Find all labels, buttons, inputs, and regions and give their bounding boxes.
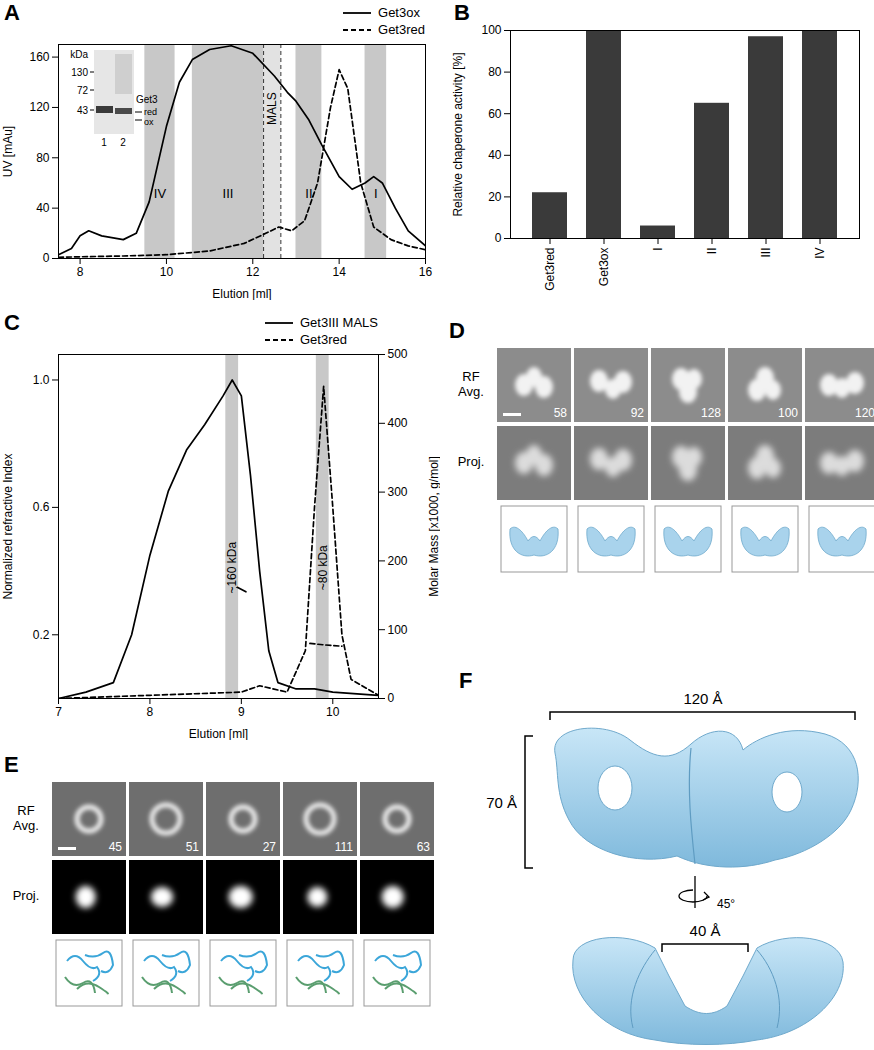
svg-text:40: 40 <box>488 148 502 162</box>
svg-text:Avg.: Avg. <box>13 818 39 833</box>
svg-text:Proj.: Proj. <box>458 454 485 469</box>
svg-text:60: 60 <box>488 107 502 121</box>
svg-text:ox: ox <box>144 117 154 127</box>
svg-text:10: 10 <box>326 705 340 719</box>
svg-text:45: 45 <box>109 840 123 854</box>
svg-text:IV: IV <box>813 248 827 259</box>
svg-text:63: 63 <box>417 840 431 854</box>
svg-text:IV: IV <box>154 186 167 201</box>
svg-text:RF: RF <box>462 369 479 384</box>
html-text:Get3red: Get3red <box>300 332 347 347</box>
html-text:Get3ox: Get3ox <box>378 5 420 20</box>
svg-text:128: 128 <box>701 406 721 420</box>
svg-text:27: 27 <box>263 840 277 854</box>
svg-text:45°: 45° <box>717 897 735 911</box>
svg-text:100: 100 <box>778 406 798 420</box>
svg-text:Molar Mass [x1000, g/mol]: Molar Mass [x1000, g/mol] <box>427 456 441 597</box>
svg-text:F: F <box>459 668 472 693</box>
svg-text:200: 200 <box>388 554 408 568</box>
svg-text:Get3: Get3 <box>136 94 158 105</box>
svg-text:UV [mAu]: UV [mAu] <box>1 126 15 177</box>
svg-text:I: I <box>651 248 665 251</box>
svg-text:kDa: kDa <box>70 49 88 60</box>
svg-text:58: 58 <box>554 406 568 420</box>
svg-text:Normalized refractive Index: Normalized refractive Index <box>1 453 15 599</box>
svg-text:40: 40 <box>36 201 50 215</box>
svg-text:20: 20 <box>488 190 502 204</box>
svg-text:II: II <box>705 248 719 255</box>
svg-text:8: 8 <box>147 705 154 719</box>
html-text:C: C <box>4 310 20 335</box>
svg-text:80: 80 <box>36 151 50 165</box>
svg-text:400: 400 <box>388 416 408 430</box>
svg-text:120: 120 <box>29 100 49 114</box>
svg-text:0.2: 0.2 <box>33 628 50 642</box>
svg-text:43: 43 <box>77 105 89 116</box>
svg-text:2: 2 <box>120 137 126 148</box>
svg-text:16: 16 <box>419 265 433 279</box>
html-text:Get3III MALS: Get3III MALS <box>300 315 378 330</box>
svg-text:Elution [ml]: Elution [ml] <box>189 727 248 741</box>
svg-text:red: red <box>144 107 157 117</box>
svg-text:72: 72 <box>77 85 89 96</box>
svg-text:51: 51 <box>186 840 200 854</box>
svg-text:Get3ox: Get3ox <box>597 248 611 287</box>
svg-text:Proj.: Proj. <box>13 888 40 903</box>
svg-text:Relative chaperone activity [%: Relative chaperone activity [%] <box>451 52 465 216</box>
html-text:Get3red: Get3red <box>378 22 425 37</box>
svg-text:II: II <box>305 186 312 201</box>
svg-text:7: 7 <box>55 705 62 719</box>
svg-text:III: III <box>223 186 234 201</box>
svg-text:130: 130 <box>71 67 88 78</box>
svg-text:0: 0 <box>43 251 50 265</box>
svg-text:Avg.: Avg. <box>458 384 484 399</box>
svg-text:10: 10 <box>160 265 174 279</box>
svg-text:E: E <box>4 752 19 777</box>
svg-text:8: 8 <box>77 265 84 279</box>
svg-text:0.6: 0.6 <box>33 500 50 514</box>
svg-text:70 Å: 70 Å <box>486 794 517 811</box>
svg-text:III: III <box>759 248 773 258</box>
svg-text:120 Å: 120 Å <box>683 690 722 707</box>
svg-text:0: 0 <box>388 691 395 705</box>
svg-text:111: 111 <box>335 840 354 854</box>
svg-text:100: 100 <box>481 23 501 37</box>
svg-text:9: 9 <box>238 705 245 719</box>
svg-text:92: 92 <box>631 406 645 420</box>
svg-text:40 Å: 40 Å <box>690 922 721 939</box>
svg-text:100: 100 <box>388 623 408 637</box>
svg-text:D: D <box>449 318 465 343</box>
svg-text:12: 12 <box>246 265 260 279</box>
svg-text:14: 14 <box>332 265 346 279</box>
svg-text:Get3red: Get3red <box>543 248 557 291</box>
html-text:B: B <box>454 0 470 25</box>
svg-text:RF: RF <box>17 803 34 818</box>
svg-text:~160 kDa: ~160 kDa <box>225 542 239 594</box>
svg-text:160: 160 <box>29 50 49 64</box>
svg-text:~80 kDa: ~80 kDa <box>316 545 330 590</box>
svg-text:1.0: 1.0 <box>33 373 50 387</box>
svg-text:300: 300 <box>388 485 408 499</box>
svg-text:120: 120 <box>855 406 874 420</box>
svg-text:1: 1 <box>101 137 107 148</box>
svg-text:I: I <box>374 186 378 201</box>
html-text:A: A <box>4 0 20 25</box>
svg-text:500: 500 <box>388 347 408 361</box>
svg-text:0: 0 <box>495 231 502 245</box>
svg-text:MALS: MALS <box>265 92 279 125</box>
svg-text:Elution [ml]: Elution [ml] <box>212 287 271 301</box>
svg-text:80: 80 <box>488 65 502 79</box>
